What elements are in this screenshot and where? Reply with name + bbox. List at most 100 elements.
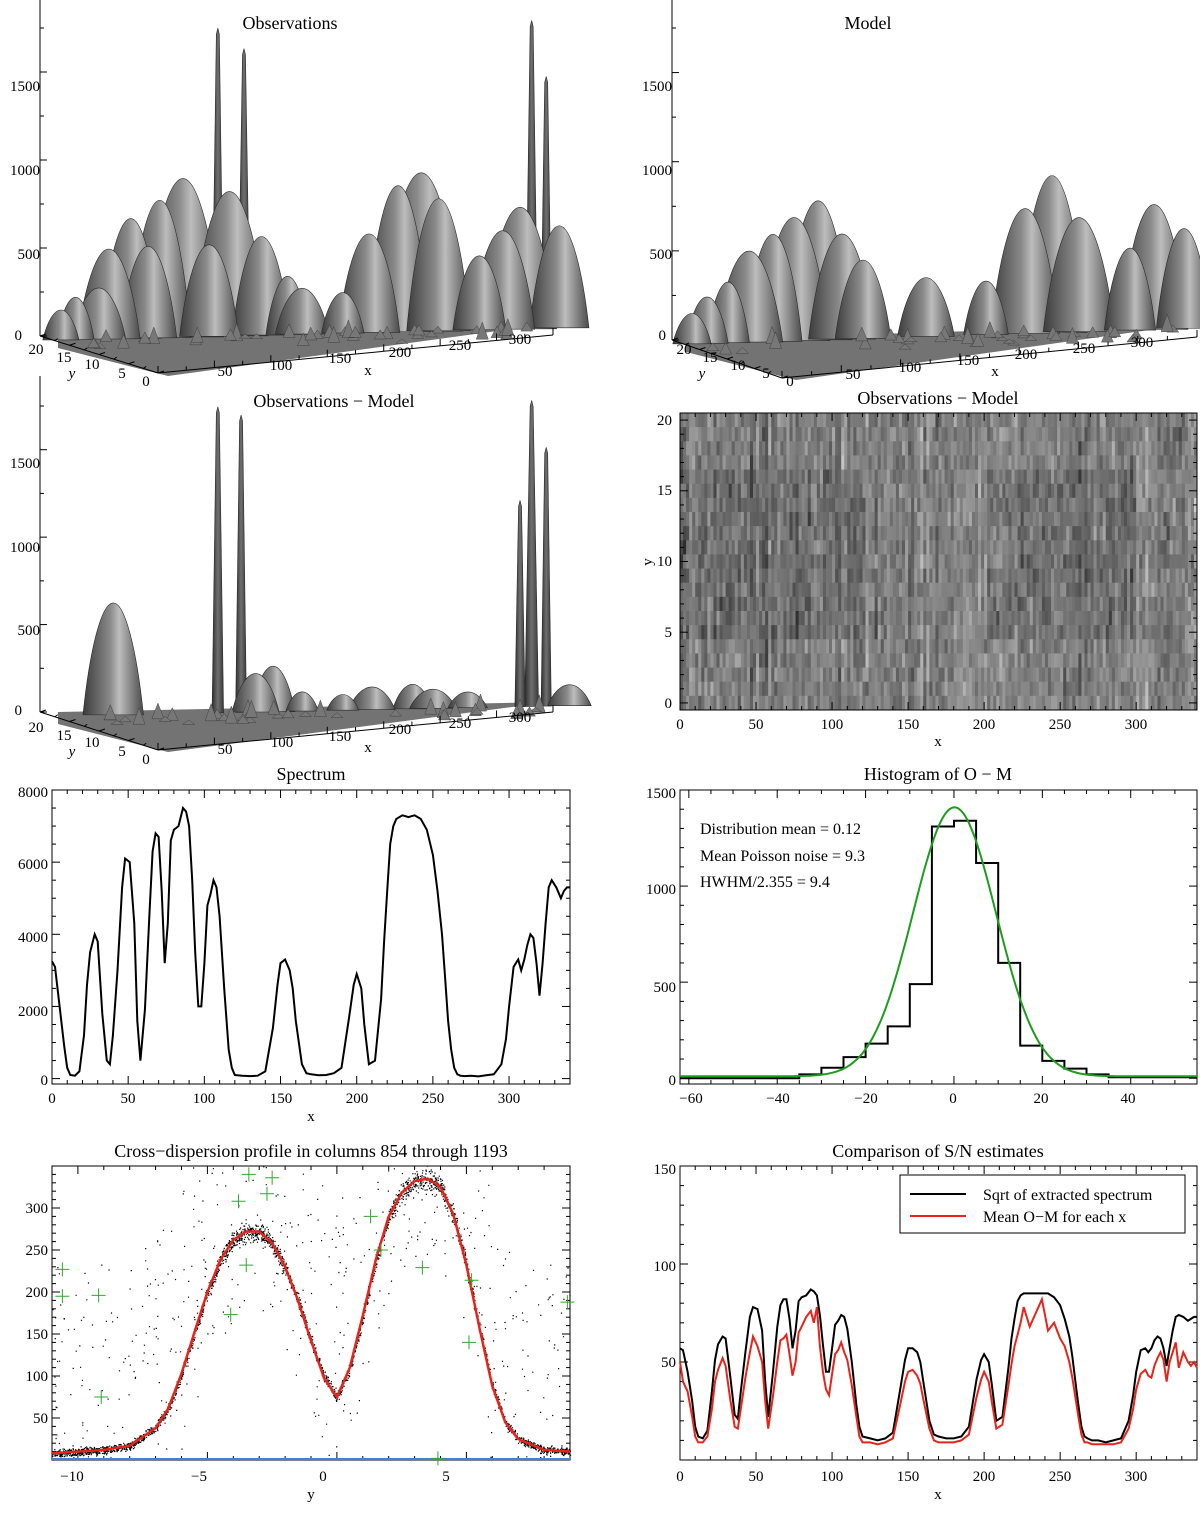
- outlier-marker: [363, 1209, 378, 1224]
- heatmap-cell: [1114, 667, 1119, 683]
- y-tick-label: 300: [26, 1201, 49, 1217]
- heatmap-cell: [783, 695, 787, 711]
- heatmap-cell: [734, 667, 739, 683]
- heatmap-cell: [822, 596, 827, 612]
- heatmap-cell: [938, 681, 942, 697]
- heatmap-cell: [749, 625, 754, 640]
- heatmap-cell: [1172, 483, 1177, 499]
- heatmap-cell: [920, 413, 924, 428]
- heatmap-cell: [911, 681, 915, 697]
- heatmap-cell: [914, 455, 918, 470]
- heatmap-cell: [1181, 611, 1186, 626]
- heatmap-cell: [1142, 512, 1146, 527]
- heatmap-cell: [868, 554, 872, 569]
- heatmap-cell: [974, 441, 979, 456]
- heatmap-cell: [859, 512, 863, 527]
- heatmap-cell: [725, 625, 730, 640]
- heatmap-cell: [759, 611, 763, 626]
- surface-ripple: [855, 326, 869, 342]
- heatmap-cell: [953, 639, 958, 654]
- heatmap-cell: [920, 653, 924, 668]
- heatmap-cell: [1011, 497, 1015, 513]
- heatmap-cell: [911, 526, 915, 541]
- heatmap-cell: [1063, 497, 1067, 513]
- heatmap-cell: [902, 512, 906, 527]
- heatmap-cell: [768, 568, 772, 584]
- heatmap-cell: [944, 455, 949, 470]
- heatmap-cell: [713, 554, 717, 569]
- heatmap-cell: [728, 582, 733, 598]
- y-tick-label: 5: [665, 625, 673, 641]
- y-axis-label: y: [67, 744, 76, 760]
- heatmap-cell: [1032, 497, 1037, 513]
- heatmap-cell: [953, 625, 958, 640]
- heatmap-cell: [981, 427, 985, 442]
- heatmap-cell: [695, 695, 699, 711]
- heatmap-cell: [832, 695, 836, 711]
- heatmap-cell: [1041, 596, 1046, 612]
- heatmap-cell: [768, 497, 772, 513]
- heatmap-cell: [844, 568, 848, 584]
- heatmap-cell: [959, 413, 964, 428]
- heatmap-cell: [932, 554, 936, 569]
- surface-ripple: [884, 328, 898, 341]
- x-tick-labels: 50 100 150 200 250 300 x: [218, 332, 532, 380]
- heatmap-cell: [1026, 540, 1031, 555]
- heatmap-cell: [911, 582, 915, 598]
- heatmap-cell: [947, 639, 952, 654]
- heatmap-cell: [771, 526, 775, 541]
- heatmap-cell: [886, 469, 891, 485]
- heatmap-cell: [847, 596, 851, 612]
- heatmap-cell: [911, 512, 915, 527]
- heatmap-cell: [1044, 483, 1049, 499]
- heatmap-cell: [1105, 568, 1110, 584]
- heatmap-cell: [731, 413, 736, 428]
- heatmap-cell: [965, 526, 970, 541]
- heatmap-cell: [917, 625, 921, 640]
- heatmap-cell: [902, 455, 906, 470]
- heatmap-cell: [1175, 554, 1180, 569]
- heatmap-cell: [771, 497, 775, 513]
- heatmap-cell: [1142, 695, 1146, 711]
- heatmap-cell: [962, 639, 967, 654]
- heatmap-cell: [889, 526, 894, 541]
- heatmap-cell: [929, 611, 933, 626]
- heatmap-cell: [944, 667, 949, 683]
- heatmap-cell: [1160, 681, 1164, 697]
- heatmap-cell: [1084, 582, 1088, 598]
- heatmap-cell: [1114, 596, 1119, 612]
- heatmap-cell: [968, 413, 973, 428]
- heatmap-cell: [1075, 611, 1079, 626]
- heatmap-cell: [923, 441, 927, 456]
- heatmap-cell: [825, 695, 830, 711]
- heatmap-cell: [968, 469, 973, 485]
- heatmap-cell: [816, 540, 821, 555]
- heatmap-cell: [771, 639, 775, 654]
- heatmap-cell: [1096, 611, 1101, 626]
- heatmap-cell: [981, 625, 985, 640]
- heatmap-cell: [1038, 639, 1043, 654]
- heatmap-cell: [947, 427, 952, 442]
- heatmap-cell: [987, 427, 991, 442]
- heatmap-cell: [1014, 611, 1018, 626]
- heatmap-cell: [1081, 582, 1085, 598]
- heatmap-cell: [914, 497, 918, 513]
- heatmap-cell: [987, 667, 991, 683]
- surface-ripple: [166, 707, 179, 721]
- heatmap-cell: [1066, 653, 1070, 668]
- heatmap-cell: [701, 667, 705, 683]
- heatmap-cell: [765, 540, 769, 555]
- heatmap-cell: [825, 568, 830, 584]
- heatmap-cell: [1078, 695, 1082, 711]
- heatmap-cell: [898, 540, 903, 555]
- heatmap-cell: [1084, 639, 1088, 654]
- heatmap-cell: [725, 639, 730, 654]
- heatmap-cell: [683, 596, 687, 612]
- heatmap-cell: [789, 554, 793, 569]
- heatmap-cell: [1136, 483, 1140, 499]
- heatmap-cell: [941, 540, 945, 555]
- y-tick: [69, 342, 76, 346]
- heatmap-cell: [929, 568, 933, 584]
- heatmap-cell: [1072, 653, 1076, 668]
